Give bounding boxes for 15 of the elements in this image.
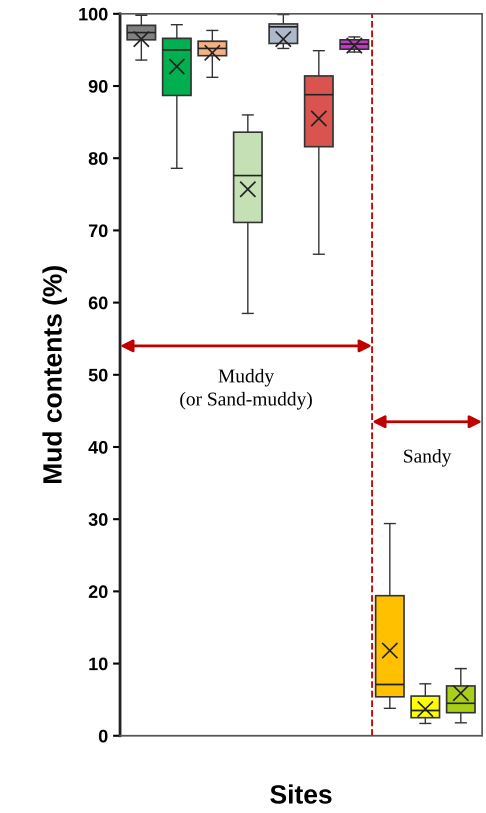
y-tick-label: 100: [79, 8, 108, 21]
y-tick-label: 80: [88, 152, 108, 165]
y-axis-title: Mud contents (%): [42, 266, 68, 483]
annotation: Sandy: [404, 448, 452, 467]
y-tick-label: 10: [89, 658, 108, 670]
y-tick-label: 20: [88, 585, 108, 598]
y-tick-label: 60: [88, 296, 108, 310]
y-tick-label: 70: [88, 224, 108, 238]
y-tick-label: 40: [88, 440, 108, 454]
y-tick-label: 50: [88, 368, 108, 382]
x-axis-title: Sites: [270, 784, 332, 804]
y-tick-label: 90: [88, 80, 108, 93]
y-tick-label: 0: [98, 730, 108, 742]
annotation: Muddy (or Sand-muddy): [180, 368, 312, 410]
y-tick-label: 30: [88, 513, 108, 526]
